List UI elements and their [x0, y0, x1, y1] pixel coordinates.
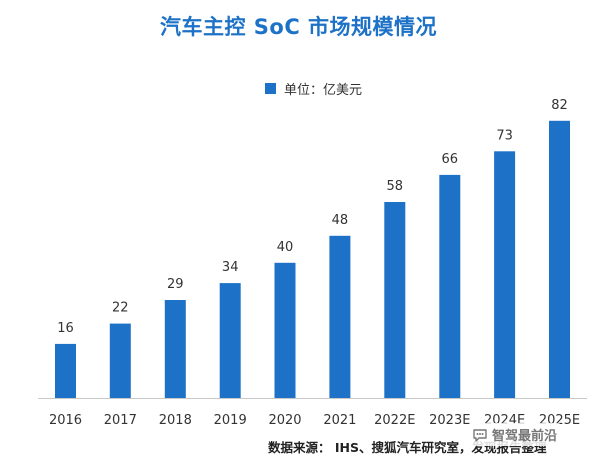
- x-tick-label-2016: 2016: [49, 413, 82, 428]
- legend-swatch: [265, 83, 276, 94]
- watermark: 智驾最前沿: [468, 423, 562, 446]
- chart-legend: 单位：亿美元: [265, 79, 362, 98]
- chart-title: 汽车主控 SoC 市场规模情况: [159, 15, 438, 39]
- x-tick-label-2023E: 2023E: [429, 413, 470, 428]
- legend-label: 单位：亿美元: [284, 83, 363, 98]
- value-label-2025E: 82: [551, 98, 568, 113]
- bar-2023E: [439, 174, 461, 398]
- value-label-2023E: 66: [442, 152, 459, 167]
- bar-2018: [164, 300, 186, 398]
- x-tick-label-2020: 2020: [268, 413, 301, 428]
- x-tick-label-2019: 2019: [214, 413, 247, 428]
- bar-2021: [329, 235, 351, 398]
- bar-2016: [55, 343, 76, 398]
- value-label-2016: 16: [57, 321, 74, 336]
- x-tick-label-2017: 2017: [104, 413, 137, 428]
- bar-2022E: [384, 202, 406, 398]
- bar-2024E: [494, 151, 516, 398]
- value-label-2019: 34: [222, 260, 239, 275]
- bar-2025E: [549, 120, 570, 399]
- x-tick-label-2021: 2021: [323, 413, 356, 428]
- x-tick-label-2018: 2018: [159, 413, 192, 428]
- value-label-2018: 29: [167, 277, 184, 292]
- x-tick-labels-group: 2016 2017 2018 2019 2020 2021 2022E 2023E 2024E 2…: [49, 413, 580, 428]
- value-label-2020: 40: [277, 240, 294, 255]
- bars-group: [55, 120, 570, 399]
- value-label-2022E: 58: [387, 179, 404, 194]
- value-labels-group: 16 22 29 34 40 48 58 66 73 82: [57, 98, 568, 336]
- value-label-2024E: 73: [496, 128, 513, 143]
- x-tick-label-2022E: 2022E: [374, 413, 415, 428]
- chat-bubble-icon: [473, 428, 487, 442]
- bar-2020: [274, 262, 296, 398]
- value-label-2017: 22: [112, 301, 129, 316]
- bar-2019: [219, 283, 241, 398]
- bar-2017: [109, 323, 131, 398]
- value-label-2021: 48: [332, 213, 349, 228]
- watermark-label: 智驾最前沿: [492, 429, 558, 444]
